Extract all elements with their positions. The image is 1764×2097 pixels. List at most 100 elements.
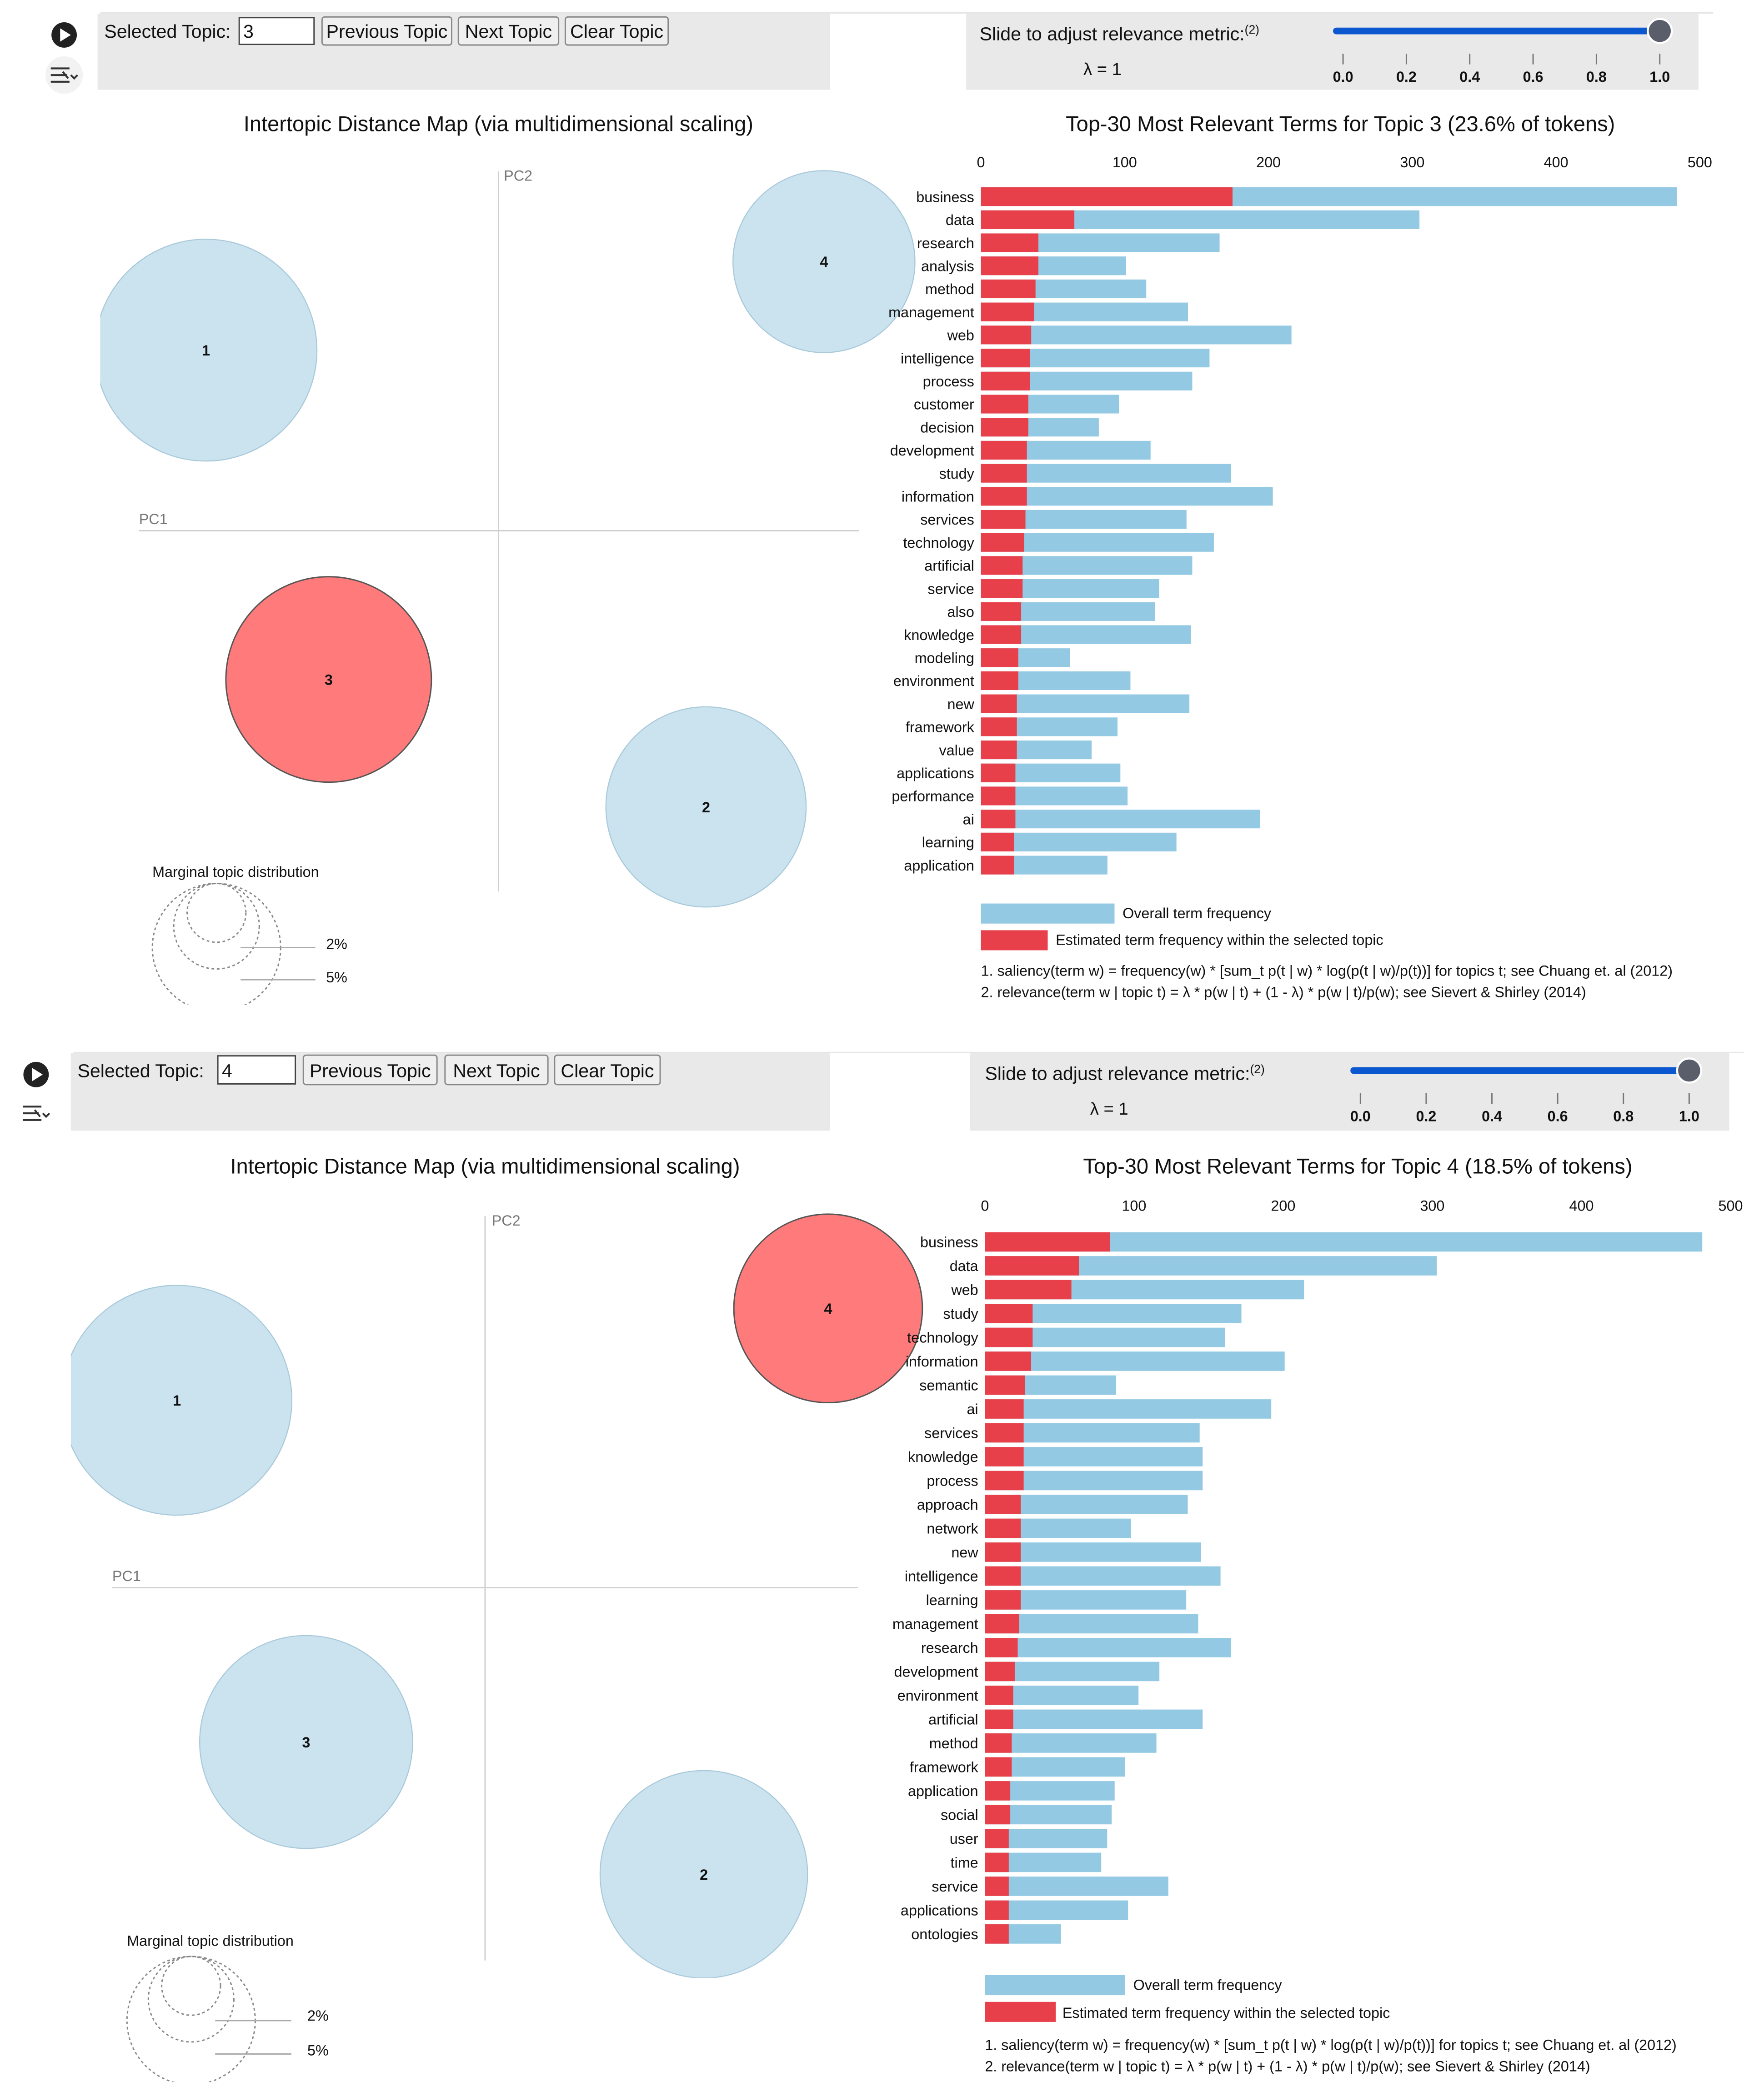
- bar-topic-modeling[interactable]: [981, 648, 1018, 667]
- selected-topic-value[interactable]: 3: [243, 21, 254, 42]
- lambda-value: λ = 1: [1090, 1099, 1128, 1119]
- bar-topic-environment[interactable]: [985, 1686, 1013, 1705]
- bar-topic-ai[interactable]: [981, 810, 1016, 829]
- bar-topic-development[interactable]: [985, 1662, 1015, 1682]
- bar-topic-intelligence[interactable]: [985, 1566, 1021, 1586]
- bar-overall-ai[interactable]: [985, 1399, 1272, 1419]
- bar-overall-method[interactable]: [985, 1733, 1157, 1753]
- bar-topic-semantic[interactable]: [985, 1375, 1025, 1395]
- selected-topic-value[interactable]: 4: [222, 1061, 232, 1081]
- bar-overall-information[interactable]: [985, 1351, 1285, 1371]
- topic-bubble-2[interactable]: [605, 706, 807, 908]
- selected-topic-input[interactable]: [238, 17, 315, 45]
- bar-overall-new[interactable]: [985, 1542, 1201, 1562]
- bar-overall-management[interactable]: [985, 1614, 1198, 1634]
- bar-topic-environment[interactable]: [981, 671, 1018, 691]
- bar-topic-web[interactable]: [985, 1280, 1072, 1300]
- topic-bubble-1[interactable]: [95, 239, 318, 462]
- bar-topic-method[interactable]: [981, 279, 1036, 299]
- bar-topic-information[interactable]: [985, 1351, 1032, 1371]
- bar-overall-information[interactable]: [981, 487, 1273, 506]
- bar-topic-time[interactable]: [985, 1852, 1009, 1872]
- bar-topic-services[interactable]: [981, 510, 1026, 529]
- bar-overall-intelligence[interactable]: [985, 1566, 1221, 1586]
- bar-topic-research[interactable]: [985, 1638, 1018, 1657]
- tune-icon[interactable]: [45, 56, 83, 94]
- bar-topic-management[interactable]: [981, 302, 1034, 321]
- bar-topic-value[interactable]: [981, 740, 1017, 760]
- bar-overall-research[interactable]: [985, 1638, 1231, 1657]
- bar-topic-technology[interactable]: [985, 1327, 1033, 1347]
- bar-topic-application[interactable]: [981, 856, 1014, 875]
- bar-topic-framework[interactable]: [985, 1757, 1012, 1777]
- bar-topic-business[interactable]: [981, 187, 1233, 206]
- bar-topic-services[interactable]: [985, 1423, 1024, 1443]
- bar-topic-decision[interactable]: [981, 418, 1028, 437]
- bar-topic-web[interactable]: [981, 325, 1032, 345]
- bar-topic-framework[interactable]: [981, 717, 1017, 736]
- bar-topic-method[interactable]: [985, 1733, 1012, 1753]
- bar-topic-business[interactable]: [985, 1232, 1110, 1252]
- x-tick-label: 400: [1569, 1198, 1594, 1214]
- topic-bubble-1[interactable]: [62, 1285, 292, 1516]
- play-icon[interactable]: [51, 22, 77, 48]
- bar-topic-ai[interactable]: [985, 1399, 1024, 1419]
- bar-topic-data[interactable]: [981, 210, 1075, 229]
- selected-topic-input[interactable]: [217, 1055, 296, 1085]
- topic-bubble-3[interactable]: [199, 1635, 413, 1849]
- next-topic-button[interactable]: [444, 1054, 549, 1086]
- bar-overall-service[interactable]: [985, 1877, 1168, 1896]
- bar-topic-process[interactable]: [981, 371, 1030, 390]
- bar-topic-management[interactable]: [985, 1614, 1019, 1634]
- bar-topic-service[interactable]: [985, 1877, 1009, 1896]
- topic-bubble-2[interactable]: [599, 1770, 808, 1978]
- bar-topic-customer[interactable]: [981, 395, 1028, 414]
- bar-overall-ai[interactable]: [981, 810, 1260, 829]
- slider-thumb[interactable]: [1647, 18, 1673, 44]
- previous-topic-button[interactable]: [321, 16, 452, 46]
- bar-topic-intelligence[interactable]: [981, 348, 1030, 368]
- bar-topic-new[interactable]: [981, 694, 1017, 713]
- bar-topic-study[interactable]: [981, 464, 1027, 483]
- bar-topic-knowledge[interactable]: [981, 625, 1022, 644]
- bar-topic-study[interactable]: [985, 1304, 1033, 1323]
- bar-topic-learning[interactable]: [985, 1590, 1021, 1610]
- bar-topic-network[interactable]: [985, 1518, 1021, 1538]
- bar-topic-also[interactable]: [981, 602, 1022, 621]
- bar-topic-new[interactable]: [985, 1542, 1021, 1562]
- bar-topic-ontologies[interactable]: [985, 1924, 1009, 1944]
- bar-overall-artificial[interactable]: [985, 1709, 1203, 1729]
- clear-topic-button[interactable]: [554, 1054, 661, 1086]
- bar-topic-application[interactable]: [985, 1781, 1011, 1801]
- relevance-slider[interactable]: 0.0 0.2 0.4 0.6 0.8 1.0: [1333, 18, 1673, 85]
- bar-topic-user[interactable]: [985, 1829, 1009, 1848]
- bar-topic-approach[interactable]: [985, 1495, 1021, 1514]
- bar-topic-process[interactable]: [985, 1471, 1024, 1491]
- bar-topic-research[interactable]: [981, 233, 1039, 252]
- clear-topic-button[interactable]: [564, 16, 669, 46]
- bar-topic-information[interactable]: [981, 487, 1027, 506]
- bar-topic-analysis[interactable]: [981, 256, 1039, 275]
- bar-topic-service[interactable]: [981, 579, 1023, 598]
- topic-bubble-4[interactable]: [732, 170, 916, 353]
- topic-bubble-3[interactable]: [225, 576, 432, 783]
- previous-topic-button[interactable]: [302, 1054, 438, 1086]
- bar-topic-knowledge[interactable]: [985, 1447, 1024, 1466]
- bar-overall-web[interactable]: [981, 325, 1292, 345]
- relevance-slider[interactable]: 0.0 0.2 0.4 0.6 0.8 1.0: [1350, 1057, 1703, 1125]
- tune-icon[interactable]: [22, 1106, 50, 1121]
- next-topic-button[interactable]: [457, 16, 560, 46]
- bar-topic-artificial[interactable]: [981, 556, 1023, 575]
- bar-topic-applications[interactable]: [981, 763, 1016, 782]
- bar-topic-social[interactable]: [985, 1805, 1011, 1825]
- bar-topic-data[interactable]: [985, 1256, 1079, 1276]
- bar-topic-artificial[interactable]: [985, 1709, 1013, 1729]
- play-icon[interactable]: [23, 1061, 49, 1087]
- topic-bubble-4[interactable]: [733, 1213, 923, 1404]
- bar-topic-learning[interactable]: [981, 832, 1014, 851]
- bar-topic-development[interactable]: [981, 440, 1027, 460]
- bar-topic-technology[interactable]: [981, 533, 1024, 552]
- bar-topic-performance[interactable]: [981, 786, 1016, 806]
- slider-thumb[interactable]: [1676, 1057, 1703, 1084]
- bar-topic-applications[interactable]: [985, 1900, 1009, 1920]
